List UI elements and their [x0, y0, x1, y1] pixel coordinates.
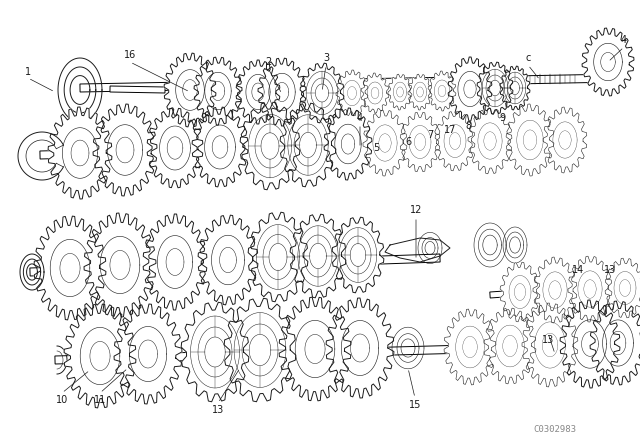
Text: 17: 17: [444, 125, 456, 135]
Polygon shape: [300, 63, 344, 123]
Polygon shape: [582, 28, 634, 96]
Text: 15: 15: [409, 400, 421, 410]
Polygon shape: [110, 86, 165, 93]
Polygon shape: [490, 282, 636, 298]
Polygon shape: [34, 216, 106, 320]
Text: c: c: [525, 53, 531, 63]
Polygon shape: [258, 58, 306, 126]
Text: 5: 5: [373, 143, 379, 153]
Polygon shape: [560, 300, 620, 388]
Polygon shape: [590, 301, 640, 385]
Polygon shape: [194, 57, 242, 125]
Text: 13: 13: [542, 335, 554, 345]
Polygon shape: [408, 74, 432, 110]
Text: 13: 13: [604, 265, 616, 275]
Text: 1: 1: [25, 67, 31, 77]
Text: 6: 6: [405, 137, 411, 147]
Polygon shape: [484, 308, 536, 384]
Polygon shape: [198, 215, 258, 305]
Polygon shape: [55, 341, 620, 364]
Polygon shape: [181, 302, 249, 402]
Polygon shape: [444, 309, 496, 385]
Polygon shape: [428, 71, 456, 111]
Polygon shape: [280, 103, 336, 187]
Text: 16: 16: [124, 50, 136, 60]
Polygon shape: [48, 107, 112, 199]
Polygon shape: [543, 107, 587, 173]
Polygon shape: [80, 74, 620, 92]
Polygon shape: [290, 214, 346, 298]
Polygon shape: [84, 213, 156, 317]
Text: 10: 10: [56, 395, 68, 405]
Polygon shape: [40, 136, 580, 159]
Polygon shape: [568, 256, 612, 322]
Polygon shape: [332, 217, 384, 293]
Text: 7: 7: [427, 130, 433, 140]
Text: 2: 2: [265, 57, 271, 67]
Polygon shape: [236, 60, 280, 124]
Text: 13: 13: [212, 405, 224, 415]
Polygon shape: [506, 104, 554, 176]
Polygon shape: [388, 74, 412, 110]
Polygon shape: [164, 53, 216, 127]
Polygon shape: [500, 66, 530, 110]
Polygon shape: [279, 297, 351, 401]
Text: 4: 4: [357, 113, 363, 123]
Polygon shape: [500, 262, 540, 322]
Polygon shape: [114, 304, 182, 404]
Text: C0302983: C0302983: [534, 426, 577, 435]
Text: 9: 9: [499, 113, 505, 123]
Polygon shape: [30, 254, 440, 276]
Polygon shape: [93, 104, 157, 196]
Text: 12: 12: [410, 205, 422, 215]
Polygon shape: [448, 57, 492, 121]
Text: 4: 4: [621, 35, 627, 45]
Polygon shape: [605, 258, 640, 318]
Polygon shape: [192, 107, 248, 187]
Text: 11: 11: [94, 395, 106, 405]
Polygon shape: [336, 70, 368, 116]
Polygon shape: [248, 212, 308, 302]
Polygon shape: [324, 108, 372, 180]
Polygon shape: [400, 112, 440, 172]
Text: 14: 14: [572, 265, 584, 275]
Polygon shape: [240, 102, 300, 190]
Polygon shape: [361, 73, 389, 113]
Polygon shape: [533, 257, 577, 323]
Polygon shape: [326, 298, 394, 398]
Polygon shape: [147, 108, 203, 188]
Text: 3: 3: [323, 53, 329, 63]
Polygon shape: [477, 62, 513, 114]
Polygon shape: [64, 304, 136, 408]
Text: 8: 8: [465, 121, 471, 131]
Polygon shape: [363, 110, 407, 176]
Polygon shape: [435, 111, 475, 171]
Polygon shape: [224, 298, 296, 402]
Polygon shape: [143, 214, 207, 310]
Polygon shape: [522, 303, 578, 387]
Polygon shape: [468, 108, 512, 174]
